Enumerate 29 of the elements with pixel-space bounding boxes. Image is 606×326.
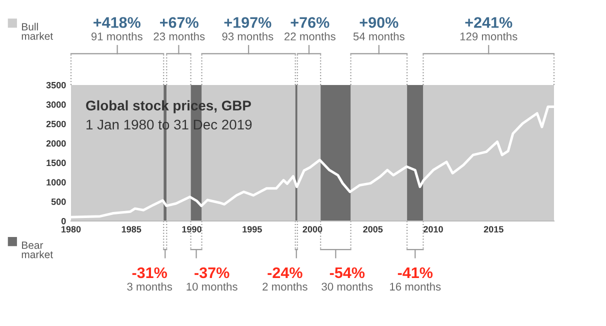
y-tick-label: 3000 [46,101,66,108]
y-tick-label: 1500 [46,160,66,166]
band-label: -37% 10 months [186,267,238,291]
band-label: +241% 129 months [460,17,518,40]
text: Bear market [22,242,53,258]
band-label: -54% 30 months [322,267,373,291]
band-label: +90% 54 months [353,17,404,40]
band-label: -41% 16 months [390,267,441,291]
x-tick-label: 2015 [484,226,504,232]
band-label: -24% 2 months [262,267,308,291]
y-tick-label: 3500 [46,82,66,88]
y-tick-label: 2500 [46,120,66,128]
band-label: +67% 23 months [154,17,205,40]
x-tick-label: 1980 [62,226,81,232]
text: Bull market [22,22,53,40]
x-tick-label: 2010 [424,226,443,232]
band-label: +197% 93 months [222,17,274,40]
x-tick-label: 1995 [242,226,262,232]
x-tick-label: 2000 [302,226,322,232]
band-label: +76% 22 months [284,17,336,40]
y-tick-label: 0 [61,218,66,224]
x-tick-label: 1985 [122,226,142,232]
y-tick-label: 1000 [46,179,66,186]
x-tick-label: 1990 [182,226,202,232]
band-label: +418% 91 months [91,17,142,40]
band-label: -31% 3 months [127,267,172,291]
y-tick-label: 2000 [46,140,66,147]
x-tick-label: 2005 [363,226,383,232]
y-tick-label: 500 [51,198,66,205]
